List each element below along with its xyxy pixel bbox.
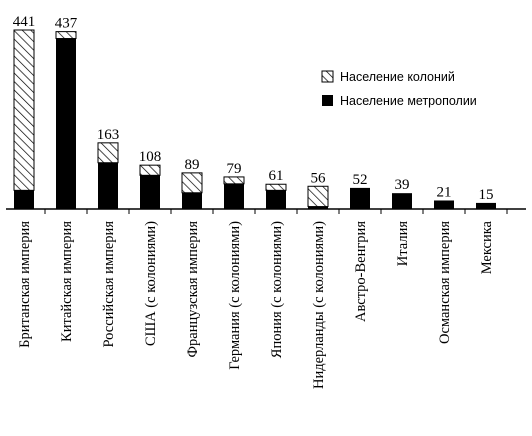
bar-metropolis	[224, 183, 244, 209]
bar-metropolis	[56, 38, 76, 210]
total-value-label: 437	[55, 16, 78, 32]
total-value-label: 56	[311, 170, 327, 186]
bar-colonies	[265, 183, 287, 191]
bar-colonies	[55, 31, 77, 40]
bar-colonies	[181, 172, 203, 194]
category-label: Британская империя	[17, 221, 33, 348]
bar-colonies	[97, 142, 119, 164]
bars-group	[13, 29, 496, 210]
bar-metropolis	[14, 190, 34, 209]
category-label: Французская империя	[185, 221, 201, 358]
bar-metropolis	[392, 193, 412, 209]
legend-swatch-colonies	[321, 70, 334, 83]
bar-metropolis	[98, 162, 118, 209]
legend: Население колоний Население метрополии	[321, 70, 477, 108]
bar-metropolis	[182, 192, 202, 209]
bar-colonies	[307, 185, 329, 208]
x-axis-ticks	[44, 209, 508, 214]
category-label: Германия (с колониями)	[227, 221, 243, 370]
category-label: Нидерланды (с колониями)	[311, 221, 327, 389]
category-label: США (с колониями)	[143, 221, 159, 346]
category-label: Китайская империя	[59, 221, 75, 342]
legend-label-metropolis: Население метрополии	[340, 94, 477, 108]
bar-metropolis	[434, 200, 454, 209]
bar-metropolis	[308, 206, 328, 209]
bar-colonies	[139, 164, 161, 176]
total-value-label: 441	[13, 14, 36, 30]
category-labels-group: Британская империя Китайская империя Росси…	[17, 220, 495, 389]
legend-swatch-metropolis	[322, 95, 333, 106]
total-value-label: 108	[139, 149, 162, 165]
category-label: Италия	[395, 221, 411, 267]
total-value-label: 61	[269, 168, 284, 184]
total-value-label: 163	[97, 127, 120, 143]
category-label: Мексика	[479, 220, 495, 274]
bar-metropolis	[476, 202, 496, 209]
bar-metropolis	[350, 187, 370, 209]
total-labels-group: 441 437 163 108 89 79 61 56 52 39 21 15	[13, 14, 494, 203]
bar-metropolis	[266, 190, 286, 209]
category-label: Австро-Венгрия	[353, 221, 369, 322]
total-value-label: 52	[353, 172, 368, 188]
category-label: Российская империя	[101, 221, 117, 348]
bar-metropolis	[140, 175, 160, 209]
total-value-label: 89	[185, 157, 200, 173]
category-label: Османская империя	[437, 221, 453, 344]
category-label: Япония (с колониями)	[269, 221, 285, 358]
bar-colonies	[223, 176, 245, 185]
total-value-label: 21	[437, 184, 452, 200]
total-value-label: 15	[479, 187, 494, 203]
bar-colonies	[13, 29, 35, 191]
total-value-label: 39	[395, 177, 410, 193]
legend-label-colonies: Население колоний	[340, 70, 455, 84]
total-value-label: 79	[227, 161, 242, 177]
